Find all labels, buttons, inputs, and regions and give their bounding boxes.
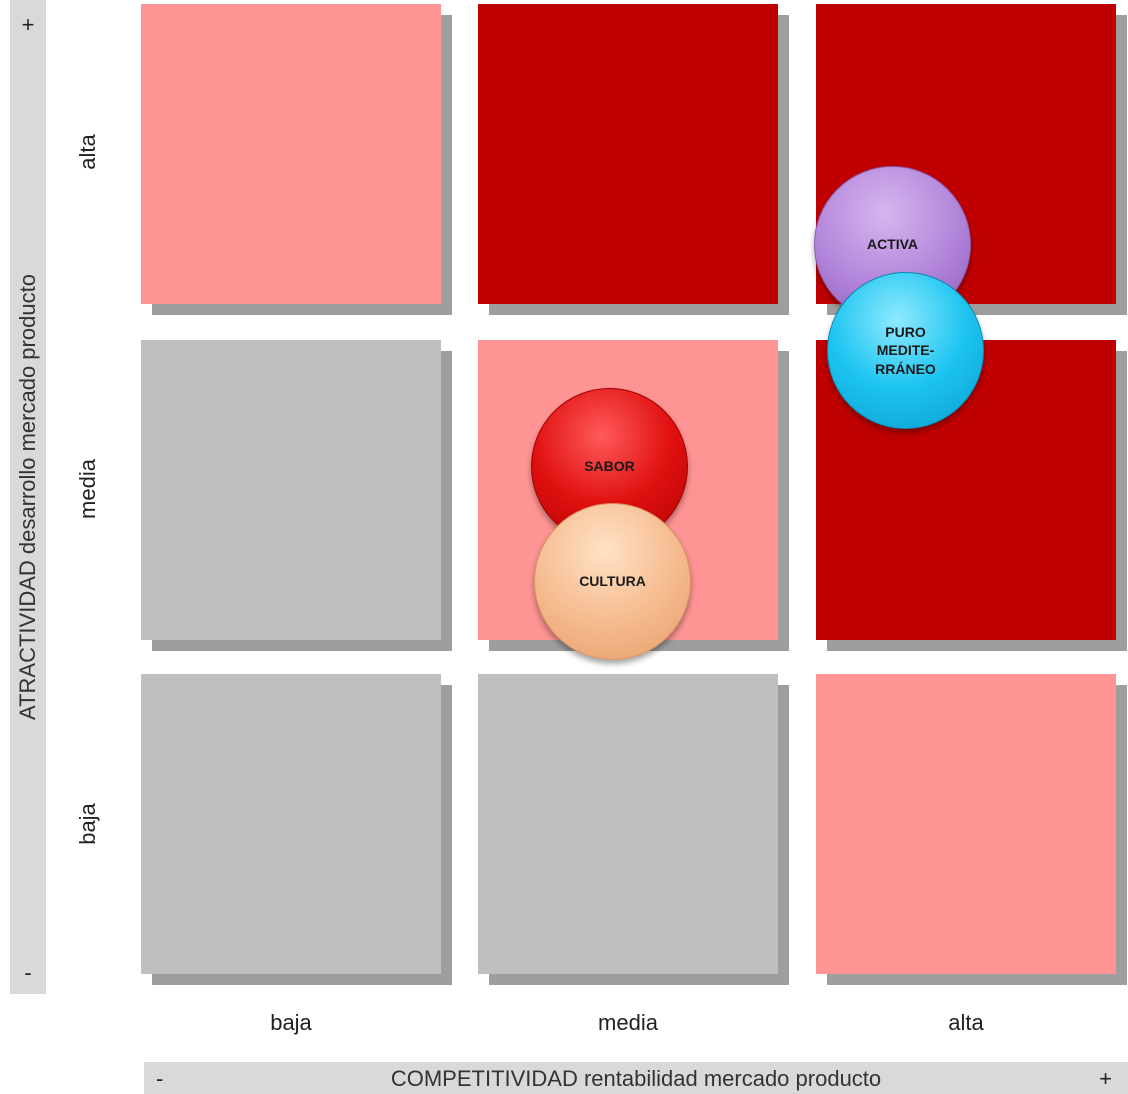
col-label-media: media [598, 1010, 658, 1035]
y-axis-minus: - [24, 960, 32, 985]
bubble-label-puro-mediterraneo: PURO MEDITE- RRÁNEO [875, 324, 936, 377]
y-axis-bar: + ATRACTIVIDAD desarrollo mercado produc… [10, 0, 46, 994]
x-axis-plus: + [1099, 1066, 1112, 1091]
col-label-baja: baja [270, 1010, 312, 1035]
x-axis-minus: - [156, 1066, 164, 1091]
y-axis-title: ATRACTIVIDAD desarrollo mercado producto [15, 274, 40, 720]
x-axis-bar: - COMPETITIVIDAD rentabilidad mercado pr… [144, 1062, 1128, 1094]
bubble-puro-mediterraneo: PURO MEDITE- RRÁNEO [827, 272, 984, 429]
cell-alta-media [478, 4, 778, 304]
bubble-cultura: CULTURA [534, 503, 691, 660]
x-axis-title: COMPETITIVIDAD rentabilidad mercado prod… [390, 1066, 882, 1091]
row-label-alta: alta [75, 134, 100, 170]
bubble-label-cultura: CULTURA [579, 573, 646, 590]
cell-baja-alta [816, 674, 1116, 974]
cell-baja-media [478, 674, 778, 974]
col-label-alta: alta [948, 1010, 984, 1035]
y-axis-plus: + [21, 12, 35, 37]
row-label-baja: baja [75, 803, 100, 845]
row-label-media: media [75, 459, 100, 519]
cell-baja-baja [141, 674, 441, 974]
cell-media-baja [141, 340, 441, 640]
cell-alta-baja [141, 4, 441, 304]
bubble-label-sabor: SABOR [584, 458, 635, 475]
bubble-sabor: SABOR [531, 388, 688, 545]
bubble-label-activa: ACTIVA [866, 236, 919, 253]
